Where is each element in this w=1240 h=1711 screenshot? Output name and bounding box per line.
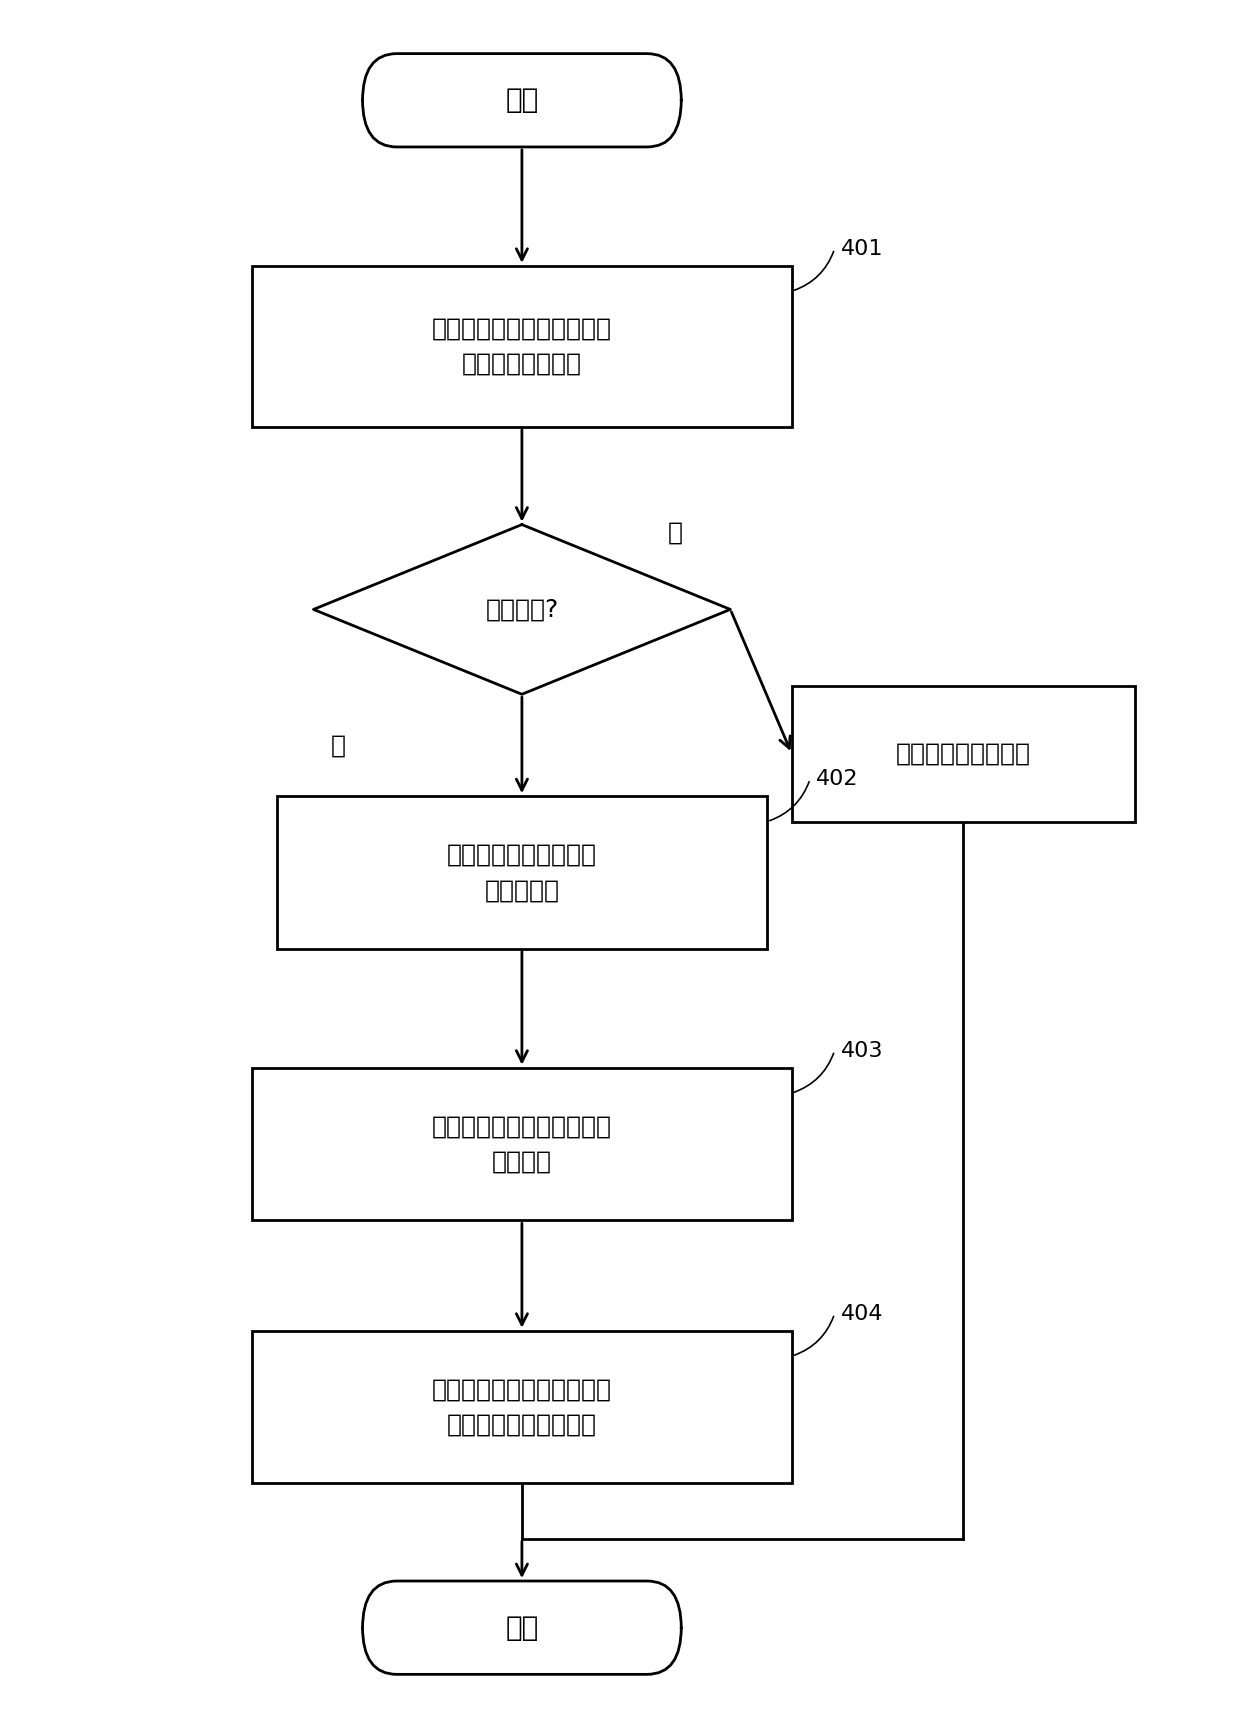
Text: 获取源节点和目的节点的交
叉节点的绝对域名: 获取源节点和目的节点的交 叉节点的绝对域名 [432,317,611,376]
Text: 401: 401 [841,240,883,258]
Text: 开始: 开始 [505,86,538,115]
Text: 404: 404 [841,1304,883,1324]
FancyBboxPatch shape [252,1068,791,1220]
Text: 否: 否 [667,522,683,546]
Text: 402: 402 [816,770,858,789]
Text: 返回目的不可达信息: 返回目的不可达信息 [895,741,1030,767]
FancyBboxPatch shape [252,265,791,428]
FancyBboxPatch shape [362,53,681,147]
FancyBboxPatch shape [252,1331,791,1483]
Text: 是: 是 [331,734,346,758]
FancyBboxPatch shape [791,686,1135,821]
Text: 403: 403 [841,1040,883,1061]
Text: 获取交叉节点到目的节点的
路径信息: 获取交叉节点到目的节点的 路径信息 [432,1114,611,1174]
Polygon shape [314,525,730,695]
Text: 获取源节点到交叉节点
的路径信息: 获取源节点到交叉节点 的路径信息 [446,844,596,902]
FancyBboxPatch shape [277,796,768,950]
FancyBboxPatch shape [362,1581,681,1675]
Text: 合并得到源节点到目的节点
的完整路径信息并返回: 合并得到源节点到目的节点 的完整路径信息并返回 [432,1377,611,1437]
Text: 获取成功?: 获取成功? [485,597,558,621]
Text: 结束: 结束 [505,1613,538,1641]
